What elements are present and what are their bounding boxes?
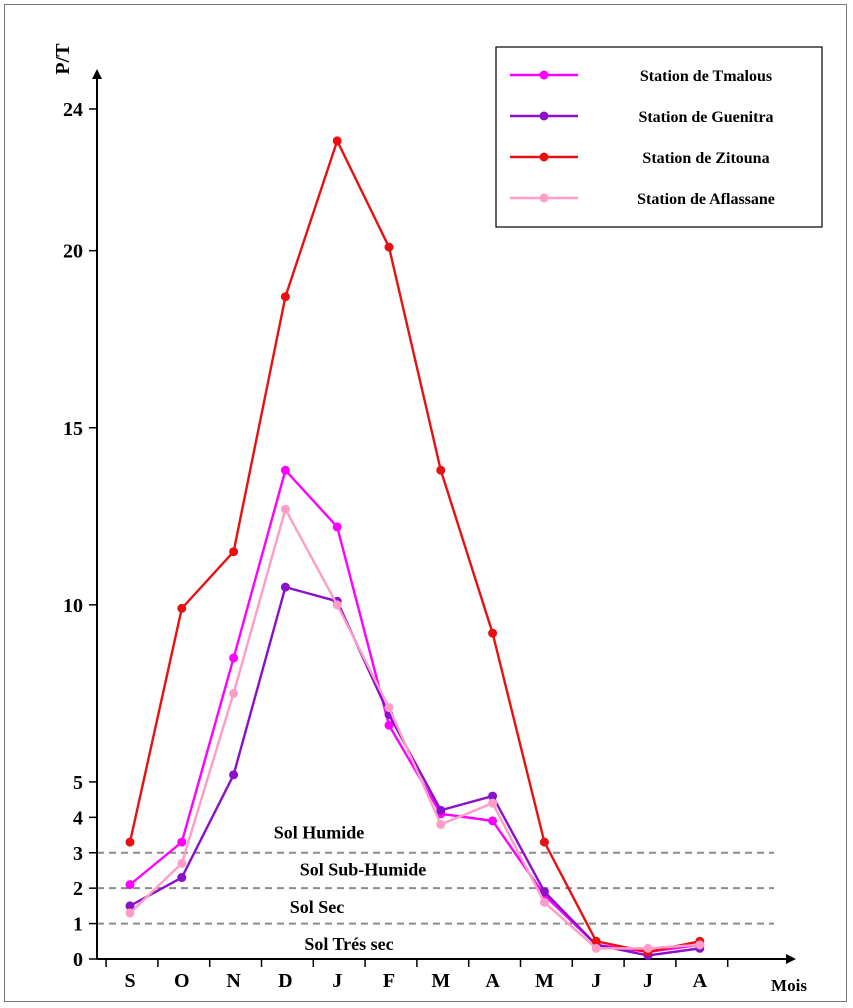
chart-svg: 0 1 2 3 4 5 10 15 20 24 S O N D J F M A M J J A P/T Mois Sol Hu… — [52, 43, 823, 995]
data-point — [229, 688, 239, 698]
x-tick-label: A — [693, 970, 708, 992]
zone-label: Sol Sec — [290, 897, 345, 917]
data-point — [229, 653, 239, 663]
data-point — [229, 547, 239, 557]
data-point — [695, 940, 705, 950]
legend-swatch-marker — [539, 111, 549, 121]
data-point — [177, 858, 187, 868]
x-tick-label: J — [643, 970, 653, 992]
legend-swatch-marker — [539, 70, 549, 80]
x-tick-label: D — [278, 970, 292, 992]
y-tick-label: 10 — [63, 595, 83, 617]
series-line — [129, 508, 700, 950]
data-point — [436, 465, 446, 475]
x-tick-label: A — [485, 970, 500, 992]
y-tick-label: 15 — [63, 418, 83, 440]
data-point — [125, 908, 135, 918]
data-point — [125, 880, 135, 890]
y-axis-title: P/T — [52, 43, 74, 75]
data-point — [488, 791, 498, 801]
data-point — [591, 936, 601, 946]
y-tick-label: 24 — [63, 99, 83, 121]
x-axis-title: Mois — [771, 976, 807, 995]
y-tick-label: 5 — [73, 772, 83, 794]
data-point — [125, 837, 135, 847]
data-point — [280, 465, 290, 475]
x-tick-label: M — [535, 970, 554, 992]
data-point — [177, 603, 187, 613]
zone-label: Sol Humide — [274, 823, 365, 843]
legend-swatch-marker — [539, 152, 549, 162]
y-tick-label: 0 — [73, 949, 83, 971]
data-point — [229, 770, 239, 780]
series-line — [129, 585, 700, 957]
data-point — [177, 873, 187, 883]
chart-frame: 0 1 2 3 4 5 10 15 20 24 S O N D J F M A M J J A P/T Mois Sol Hu… — [4, 4, 847, 1002]
data-point — [125, 901, 135, 911]
data-point — [384, 242, 394, 252]
legend-swatch-marker — [539, 193, 549, 203]
x-tick-label: F — [383, 970, 395, 992]
data-point — [539, 887, 549, 897]
legend-label: Station de Aflassane — [637, 191, 775, 208]
x-tick-label: S — [124, 970, 135, 992]
data-point — [591, 943, 601, 953]
data-point — [643, 943, 653, 953]
x-axis-arrow — [786, 954, 796, 964]
data-point — [332, 600, 342, 610]
data-point — [280, 504, 290, 514]
data-point — [384, 703, 394, 713]
x-tick-label: N — [226, 970, 241, 992]
zone-label: Sol Sub-Humide — [300, 860, 427, 880]
data-point — [436, 819, 446, 829]
data-point — [332, 136, 342, 146]
y-axis-arrow — [92, 69, 102, 79]
data-point — [177, 837, 187, 847]
x-tick-label: J — [332, 970, 342, 992]
y-tick-label: 1 — [73, 914, 83, 936]
y-tick-label: 20 — [63, 241, 83, 263]
data-point — [332, 522, 342, 532]
data-point — [384, 720, 394, 730]
data-point — [488, 798, 498, 808]
y-tick-label: 2 — [73, 878, 83, 900]
legend-label: Station de Guenitra — [638, 109, 773, 126]
zone-label: Sol Trés sec — [304, 934, 393, 954]
data-point — [280, 292, 290, 302]
x-tick-label: O — [174, 970, 190, 992]
data-point — [488, 628, 498, 638]
x-tick-label: M — [431, 970, 450, 992]
data-point — [539, 837, 549, 847]
y-tick-label: 3 — [73, 843, 83, 865]
data-point — [436, 805, 446, 815]
x-tick-label: J — [591, 970, 601, 992]
y-tick-label: 4 — [73, 807, 83, 829]
data-point — [539, 897, 549, 907]
legend-label: Station de Zitouna — [642, 150, 769, 167]
data-point — [488, 816, 498, 826]
series-line — [128, 139, 701, 954]
legend-label: Station de Tmalous — [640, 68, 772, 85]
data-point — [280, 582, 290, 592]
